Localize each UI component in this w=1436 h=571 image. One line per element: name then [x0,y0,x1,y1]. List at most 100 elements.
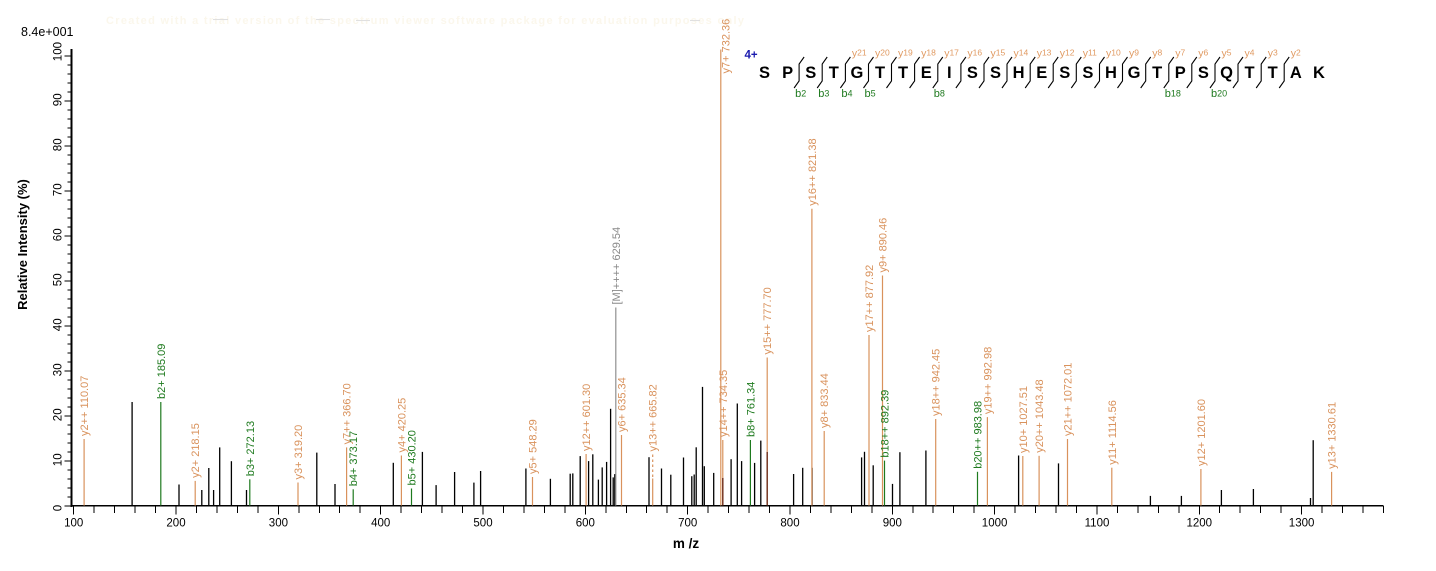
svg-text:Relative Intensity (%): Relative Intensity (%) [15,179,30,310]
svg-text:y9: y9 [1129,48,1139,60]
svg-text:b8+ 761.34: b8+ 761.34 [745,382,757,437]
svg-text:E: E [1036,64,1047,82]
svg-text:y17: y17 [944,48,959,60]
svg-text:b5+ 430.20: b5+ 430.20 [407,430,419,485]
svg-text:T: T [829,64,839,82]
svg-text:y21: y21 [852,48,867,60]
svg-text:0: 0 [53,505,65,511]
svg-text:b18++ 892.39: b18++ 892.39 [880,390,892,458]
svg-text:y14++ 734.35: y14++ 734.35 [718,370,730,437]
svg-text:y20: y20 [875,48,890,60]
svg-text:y3: y3 [1268,48,1278,60]
svg-text:[M]++++ 629.54: [M]++++ 629.54 [611,227,623,305]
svg-text:b20: b20 [1211,88,1227,100]
svg-text:8.4e+001: 8.4e+001 [21,25,74,39]
svg-text:y19++ 992.98: y19++ 992.98 [982,347,994,414]
svg-text:y12: y12 [1060,48,1075,60]
svg-text:90: 90 [53,93,65,106]
svg-text:900: 900 [883,518,902,530]
svg-text:y11+ 1114.56: y11+ 1114.56 [1107,400,1119,465]
svg-text:b2: b2 [795,88,806,100]
svg-text:b20++ 983.98: b20++ 983.98 [973,401,985,469]
svg-text:100: 100 [53,42,65,61]
svg-text:40: 40 [53,318,65,331]
svg-text:y10: y10 [1106,48,1121,60]
svg-text:700: 700 [678,518,697,530]
svg-text:b8: b8 [934,88,945,100]
svg-text:S: S [1082,64,1093,82]
svg-text:T: T [1245,64,1255,82]
svg-text:y2+ 218.15: y2+ 218.15 [190,423,202,478]
svg-text:1100: 1100 [1085,518,1110,530]
svg-text:y7: y7 [1175,48,1185,60]
svg-text:y14: y14 [1014,48,1029,60]
svg-text:y3+ 319.20: y3+ 319.20 [293,425,305,480]
svg-text:E: E [921,64,932,82]
svg-text:y15: y15 [991,48,1006,60]
svg-text:T: T [1268,64,1278,82]
svg-text:500: 500 [473,518,492,530]
svg-text:50: 50 [53,273,65,286]
svg-text:y10+ 1027.51: y10+ 1027.51 [1018,386,1030,453]
svg-text:60: 60 [53,228,65,241]
svg-text:S: S [759,64,770,82]
svg-text:y7++ 366.70: y7++ 366.70 [342,383,354,444]
svg-text:1000: 1000 [982,518,1008,530]
svg-text:y2: y2 [1291,48,1301,60]
svg-text:P: P [782,64,793,82]
svg-text:y12+ 1201.60: y12+ 1201.60 [1196,399,1208,466]
svg-text:S: S [805,64,816,82]
svg-text:P: P [1175,64,1186,82]
svg-text:S: S [1059,64,1070,82]
svg-text:K: K [1313,64,1325,82]
svg-text:H: H [1013,64,1025,82]
svg-text:y16++ 821.38: y16++ 821.38 [807,138,819,205]
svg-text:G: G [1128,64,1141,82]
svg-text:y20++ 1043.48: y20++ 1043.48 [1034,379,1046,452]
svg-text:100: 100 [64,518,83,530]
svg-text:70: 70 [53,183,65,196]
svg-text:A: A [1290,64,1302,82]
svg-text:H: H [1105,64,1117,82]
svg-text:30: 30 [53,363,65,376]
svg-text:y4: y4 [1245,48,1255,60]
svg-text:b3: b3 [818,88,829,100]
svg-text:1300: 1300 [1289,518,1315,530]
svg-text:y13++ 665.82: y13++ 665.82 [648,384,660,451]
svg-text:1200: 1200 [1187,518,1213,530]
svg-text:800: 800 [780,518,799,530]
svg-text:y5+ 548.29: y5+ 548.29 [528,419,540,474]
svg-text:y7+ 732.36: y7+ 732.36 [721,19,733,74]
svg-text:G: G [850,64,863,82]
svg-text:300: 300 [269,518,288,530]
svg-text:y18: y18 [921,48,936,60]
svg-text:b3+ 272.13: b3+ 272.13 [245,421,257,476]
svg-text:y8: y8 [1152,48,1162,60]
svg-text:y15++ 777.70: y15++ 777.70 [762,287,774,354]
svg-text:T: T [1152,64,1162,82]
svg-text:Q: Q [1220,64,1233,82]
svg-text:b5: b5 [865,88,876,100]
svg-text:b2+ 185.09: b2+ 185.09 [156,344,168,399]
svg-text:80: 80 [53,138,65,151]
svg-text:600: 600 [576,518,595,530]
svg-text:4+: 4+ [745,50,758,62]
svg-text:400: 400 [371,518,390,530]
svg-text:b4+ 373.17: b4+ 373.17 [348,431,360,486]
svg-text:20: 20 [53,408,65,421]
svg-text:y8+ 833.44: y8+ 833.44 [819,373,831,428]
svg-text:y13: y13 [1037,48,1052,60]
svg-text:y17++ 877.92: y17++ 877.92 [864,265,876,332]
svg-text:y19: y19 [898,48,913,60]
svg-text:y5: y5 [1222,48,1232,60]
svg-text:Created with a trial version o: Created with a trial version of the spec… [106,15,745,27]
svg-text:y6+ 635.34: y6+ 635.34 [617,377,629,432]
svg-text:m /z: m /z [673,536,700,551]
svg-text:S: S [1198,64,1209,82]
svg-text:10: 10 [53,453,65,466]
svg-text:y6: y6 [1198,48,1208,60]
svg-text:y18++ 942.45: y18++ 942.45 [931,349,943,416]
svg-text:I: I [947,64,952,82]
svg-text:y12++ 601.30: y12++ 601.30 [581,384,593,451]
svg-text:b4: b4 [841,88,852,100]
